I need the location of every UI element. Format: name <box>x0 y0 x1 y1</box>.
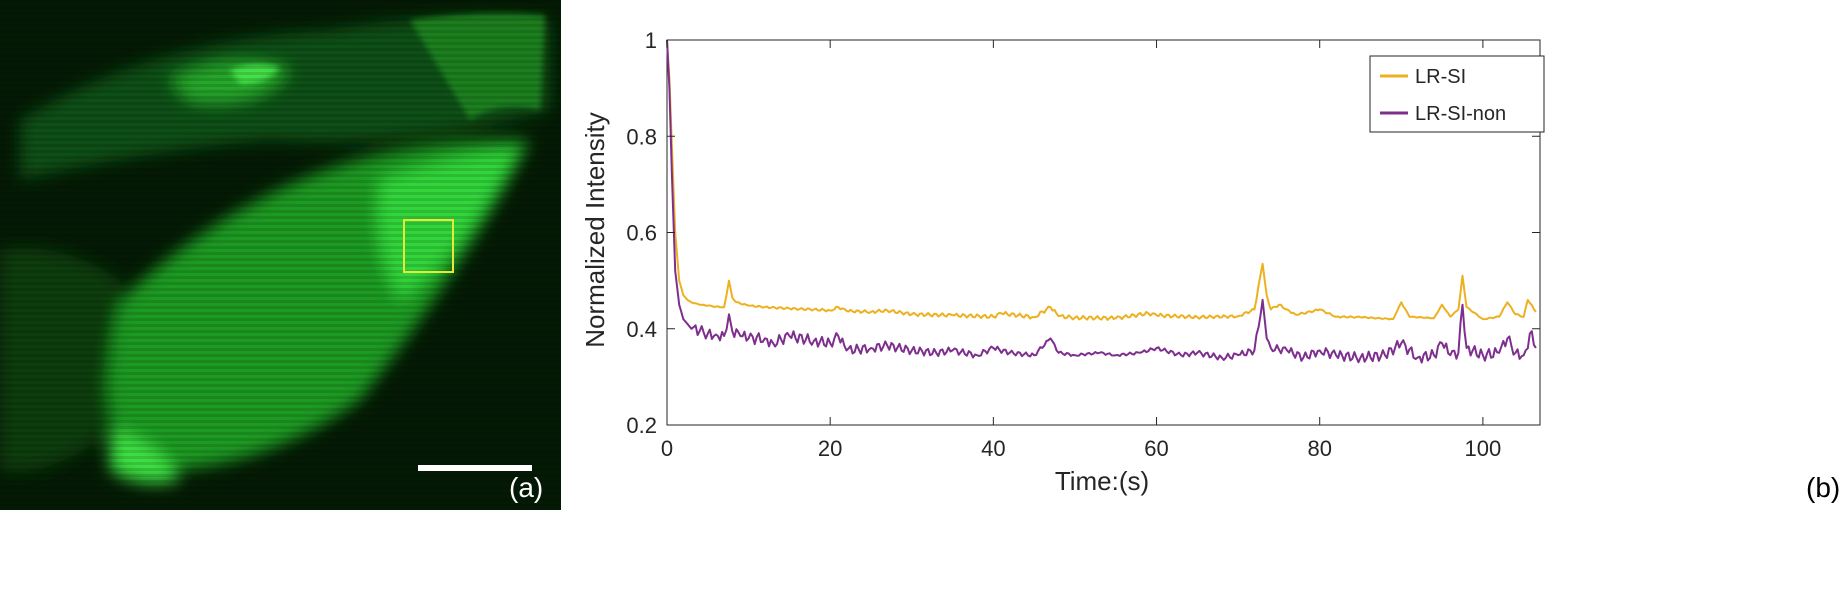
y-tick-label: 0.6 <box>626 221 657 246</box>
series-line-lr-si-non <box>666 39 1537 364</box>
ticks-layer: 0 20 40 60 80 100 0.2 0.4 0.6 0.8 1 <box>626 28 1540 461</box>
x-axis-title: Time:(s) <box>1055 466 1149 496</box>
y-tick-label: 0.8 <box>626 124 657 149</box>
y-axis-title: Normalized Intensity <box>580 112 610 348</box>
legend-label-lr-si-non: LR-SI-non <box>1415 103 1506 125</box>
intensity-line-chart: 0 20 40 60 80 100 0.2 0.4 0.6 0.8 1 Time:(s) Norma… <box>580 28 1840 503</box>
roi-box <box>403 219 454 273</box>
x-tick-label: 80 <box>1307 436 1331 461</box>
legend-label-lr-si: LR-SI <box>1415 66 1466 88</box>
x-tick-label: 40 <box>981 436 1005 461</box>
legend-box <box>1369 55 1545 133</box>
x-tick-label: 0 <box>661 436 673 461</box>
series-layer <box>666 39 1537 364</box>
y-tick-label: 1 <box>645 28 657 53</box>
x-tick-label: 60 <box>1144 436 1168 461</box>
panel-b-label: (b) <box>1806 472 1840 503</box>
legend: LR-SI LR-SI-non <box>1369 55 1545 133</box>
x-tick-label: 100 <box>1465 436 1502 461</box>
panel-a-label: (a) <box>509 472 543 503</box>
scan-stripes <box>0 0 561 510</box>
microscopy-image-panel: (a) <box>0 0 561 510</box>
series-line-lr-si <box>666 39 1537 321</box>
y-tick-label: 0.4 <box>626 317 657 342</box>
y-tick-label: 0.2 <box>626 413 657 438</box>
x-tick-label: 20 <box>818 436 842 461</box>
scale-bar <box>418 465 532 471</box>
